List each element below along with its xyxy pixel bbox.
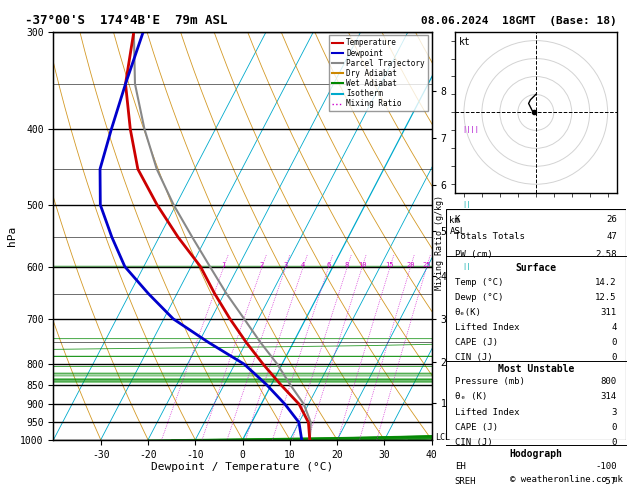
Text: Lifted Index: Lifted Index	[455, 323, 519, 332]
Text: 2.58: 2.58	[595, 250, 617, 259]
Y-axis label: km
ASL: km ASL	[450, 216, 465, 236]
Text: EH: EH	[455, 462, 465, 471]
Text: 12.5: 12.5	[595, 293, 617, 302]
Text: 314: 314	[601, 393, 617, 401]
Legend: Temperature, Dewpoint, Parcel Trajectory, Dry Adiabat, Wet Adiabat, Isotherm, Mi: Temperature, Dewpoint, Parcel Trajectory…	[329, 35, 428, 111]
Text: 25: 25	[422, 262, 431, 268]
Text: 15: 15	[386, 262, 394, 268]
Text: Most Unstable: Most Unstable	[498, 364, 574, 374]
Text: 3: 3	[283, 262, 287, 268]
Text: 4: 4	[301, 262, 305, 268]
Text: Temp (°C): Temp (°C)	[455, 278, 503, 287]
Text: 3: 3	[611, 408, 617, 417]
Text: CIN (J): CIN (J)	[455, 353, 493, 363]
Text: 0: 0	[611, 353, 617, 363]
Text: © weatheronline.co.uk: © weatheronline.co.uk	[510, 474, 623, 484]
Text: θₑ (K): θₑ (K)	[455, 393, 487, 401]
Text: Pressure (mb): Pressure (mb)	[455, 378, 525, 386]
Text: 20: 20	[406, 262, 415, 268]
Text: 26: 26	[606, 215, 617, 224]
Text: K: K	[455, 215, 460, 224]
Text: LCL: LCL	[435, 433, 450, 442]
Text: CIN (J): CIN (J)	[455, 438, 493, 447]
Text: 311: 311	[601, 308, 617, 317]
Text: -57: -57	[601, 477, 617, 486]
Text: 6: 6	[326, 262, 330, 268]
Text: 47: 47	[606, 232, 617, 242]
Text: ||: ||	[462, 201, 470, 208]
Text: SREH: SREH	[455, 477, 476, 486]
Text: 0: 0	[611, 338, 617, 347]
Text: Dewp (°C): Dewp (°C)	[455, 293, 503, 302]
Text: Hodograph: Hodograph	[509, 449, 562, 458]
Text: CAPE (J): CAPE (J)	[455, 338, 498, 347]
Text: 2: 2	[260, 262, 264, 268]
Text: 8: 8	[345, 262, 349, 268]
X-axis label: Dewpoint / Temperature (°C): Dewpoint / Temperature (°C)	[152, 462, 334, 472]
Text: Lifted Index: Lifted Index	[455, 408, 519, 417]
Y-axis label: hPa: hPa	[8, 226, 18, 246]
Text: 08.06.2024  18GMT  (Base: 18): 08.06.2024 18GMT (Base: 18)	[421, 16, 617, 26]
Text: -100: -100	[595, 462, 617, 471]
Text: 10: 10	[358, 262, 366, 268]
Text: 0: 0	[611, 423, 617, 432]
Text: CAPE (J): CAPE (J)	[455, 423, 498, 432]
Text: 0: 0	[611, 438, 617, 447]
Text: kt: kt	[459, 37, 470, 47]
Text: 1: 1	[221, 262, 226, 268]
Text: -37°00'S  174°4B'E  79m ASL: -37°00'S 174°4B'E 79m ASL	[25, 15, 228, 27]
Text: 14.2: 14.2	[595, 278, 617, 287]
Text: 800: 800	[601, 378, 617, 386]
Text: Surface: Surface	[515, 263, 556, 273]
Text: PW (cm): PW (cm)	[455, 250, 493, 259]
Text: ||||: ||||	[462, 126, 479, 133]
Text: Mixing Ratio (g/kg): Mixing Ratio (g/kg)	[435, 195, 444, 291]
Text: 4: 4	[611, 323, 617, 332]
Text: θₑ(K): θₑ(K)	[455, 308, 482, 317]
Text: ||: ||	[462, 263, 470, 270]
Text: Totals Totals: Totals Totals	[455, 232, 525, 242]
